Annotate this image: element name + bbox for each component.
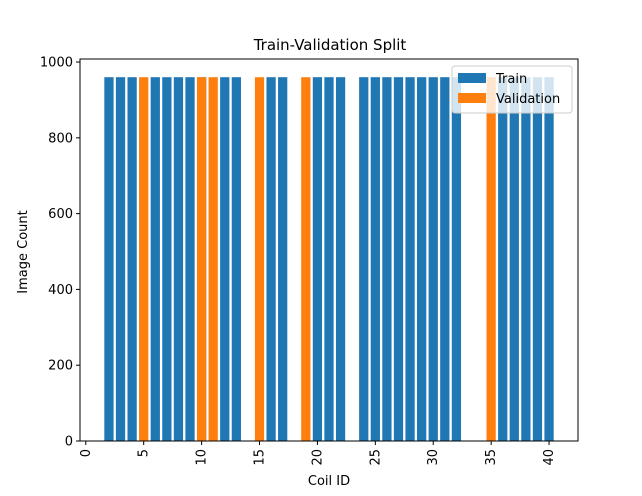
train-bar-coil-3 [115,77,126,441]
train-bar-coil-8 [173,77,184,441]
train-bar-coil-31 [440,77,450,441]
train-bar-coil-38 [521,77,531,441]
x-tick-label: 5 [137,449,152,457]
train-bar-coil-37 [509,77,519,441]
train-bar-coil-6 [150,77,160,441]
legend-label-validation: Validation [496,92,560,107]
x-tick-label: 10 [195,449,210,466]
y-tick-label: 1000 [40,56,73,71]
x-tick-label: 15 [253,449,268,466]
train-bar-coil-20 [312,77,323,441]
train-bar-coil-17 [278,77,288,441]
y-tick-label: 600 [48,207,73,222]
x-tick-label: 20 [310,449,325,466]
train-bar-coil-28 [405,77,415,441]
train-bar-coil-22 [335,77,346,441]
train-bar-coil-12 [220,77,230,441]
train-bar-coil-13 [231,77,241,441]
train-bar-coil-39 [532,77,543,441]
x-axis-label: Coil ID [308,474,350,489]
train-bar-coil-21 [324,77,334,441]
train-bar-coil-2 [104,77,114,441]
y-tick-label: 200 [48,359,73,374]
axes-group [79,58,579,442]
x-ticks: 0 5 10 15 20 25 30 35 40 [79,441,557,466]
train-bar-coil-40 [544,77,554,441]
train-bar-coil-26 [382,77,392,441]
x-tick-label: 0 [79,449,94,457]
train-bar-coil-25 [370,77,380,441]
y-ticks: 0 200 400 600 800 1000 [40,56,80,450]
train-bar-coil-27 [393,77,404,441]
train-bar-coil-30 [428,77,438,441]
validation-bar-coil-11 [208,77,218,441]
chart-title: Train-Validation Split [253,36,407,54]
validation-bar-coil-35 [486,77,496,441]
y-axis-label: Image Count [16,210,31,293]
x-tick-label: 25 [368,449,383,466]
legend: Train Validation [451,65,573,114]
y-tick-label: 400 [48,283,73,298]
legend-swatch-validation [458,93,486,103]
train-bar-coil-7 [162,77,172,441]
train-bar-coil-16 [266,77,276,441]
train-bar-coil-36 [498,77,508,441]
x-tick-label: 40 [542,449,557,466]
legend-swatch-train [458,73,486,83]
x-tick-label: 30 [426,449,441,466]
validation-bar-coil-5 [139,77,149,441]
validation-bar-coil-10 [196,77,207,441]
y-tick-label: 0 [65,435,73,450]
train-bar-coil-32 [451,77,462,441]
bars-group [104,77,554,441]
plot-frame [79,58,579,442]
train-bar-coil-29 [417,77,427,441]
train-bar-coil-9 [185,77,195,441]
validation-bar-coil-15 [254,77,265,441]
train-bar-coil-4 [127,77,137,441]
y-tick-label: 800 [48,131,73,146]
validation-bar-coil-19 [301,77,311,441]
legend-label-train: Train [495,72,527,87]
x-tick-label: 35 [484,449,499,466]
train-bar-coil-24 [359,77,369,441]
